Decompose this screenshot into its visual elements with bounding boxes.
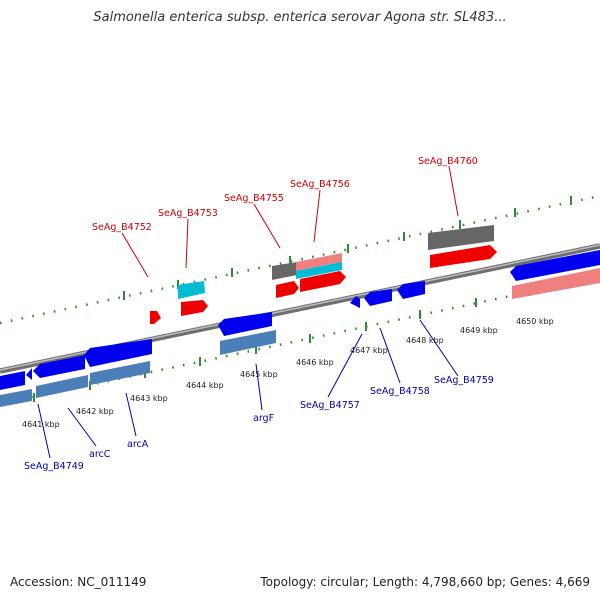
gene-reverse[interactable] <box>0 371 25 390</box>
scale-label: 4641 kbp <box>22 420 60 429</box>
gene-reverse[interactable] <box>364 289 392 306</box>
gene-reverse[interactable] <box>26 368 32 380</box>
map-title: Salmonella enterica subsp. enterica sero… <box>93 10 507 25</box>
gene-forward[interactable] <box>181 300 208 316</box>
gene-reverse[interactable] <box>350 296 360 308</box>
gene-forward[interactable] <box>430 245 497 268</box>
gene-forward-cyan[interactable] <box>178 281 205 299</box>
scale-label: 4644 kbp <box>186 381 224 390</box>
gene-forward[interactable] <box>276 281 299 298</box>
gene-reverse-rna[interactable] <box>90 361 150 385</box>
gene-reverse[interactable] <box>84 339 152 367</box>
gene-reverse[interactable] <box>397 281 425 299</box>
gene-label[interactable]: SeAg_B4753 <box>158 208 218 219</box>
forward-leader-lines <box>121 165 459 278</box>
reverse-leader-lines <box>37 319 459 459</box>
scale-label: 4643 kbp <box>130 394 168 403</box>
scale-label: 4648 kbp <box>406 336 444 345</box>
reverse-gene-labels: SeAg_B4749 arcC arcA argF SeAg_B4757 SeA… <box>24 375 494 472</box>
gene-reverse-rna[interactable] <box>220 330 276 355</box>
gene-reverse-rna[interactable] <box>0 389 32 407</box>
scale-label: 4649 kbp <box>460 326 498 335</box>
topology-summary: Topology: circular; Length: 4,798,660 bp… <box>260 575 590 589</box>
gene-label[interactable]: SeAg_B4758 <box>370 386 430 397</box>
gene-label[interactable]: SeAg_B4757 <box>300 400 360 411</box>
gene-forward[interactable] <box>150 311 161 324</box>
scale-label: 4646 kbp <box>296 358 334 367</box>
gene-forward-rna[interactable] <box>512 268 600 299</box>
scale-label: 4647 kbp <box>350 346 388 355</box>
gene-label[interactable]: arcA <box>127 439 149 450</box>
gene-reverse[interactable] <box>510 250 600 281</box>
gene-reverse[interactable] <box>218 312 272 336</box>
gene-forward-cyan[interactable] <box>296 262 342 279</box>
gene-reverse-rna[interactable] <box>36 375 88 398</box>
gene-label[interactable]: SeAg_B4749 <box>24 461 84 472</box>
gene-forward-other[interactable] <box>428 225 494 250</box>
gene-forward-other[interactable] <box>272 262 297 280</box>
gene-label[interactable]: argF <box>253 413 274 424</box>
gene-forward-rna[interactable] <box>296 253 342 271</box>
gene-label[interactable]: arcC <box>89 449 111 460</box>
gene-label[interactable]: SeAg_B4756 <box>290 179 350 190</box>
forward-gene-labels: SeAg_B4752 SeAg_B4753 SeAg_B4755 SeAg_B4… <box>92 156 478 233</box>
gene-reverse[interactable] <box>33 355 85 378</box>
gene-label[interactable]: SeAg_B4752 <box>92 222 152 233</box>
gene-forward[interactable] <box>300 271 346 292</box>
gene-label[interactable]: SeAg_B4760 <box>418 156 478 167</box>
scale-labels: 4641 kbp 4642 kbp 4643 kbp 4644 kbp 4645… <box>22 317 554 429</box>
scale-label: 4642 kbp <box>76 407 114 416</box>
gene-label[interactable]: SeAg_B4755 <box>224 193 284 204</box>
forward-minor-ticks <box>0 194 600 325</box>
gene-label[interactable]: SeAg_B4759 <box>434 375 494 386</box>
scale-label: 4650 kbp <box>516 317 554 326</box>
scale-label: 4645 kbp <box>240 370 278 379</box>
accession-text: Accession: NC_011149 <box>10 575 147 589</box>
